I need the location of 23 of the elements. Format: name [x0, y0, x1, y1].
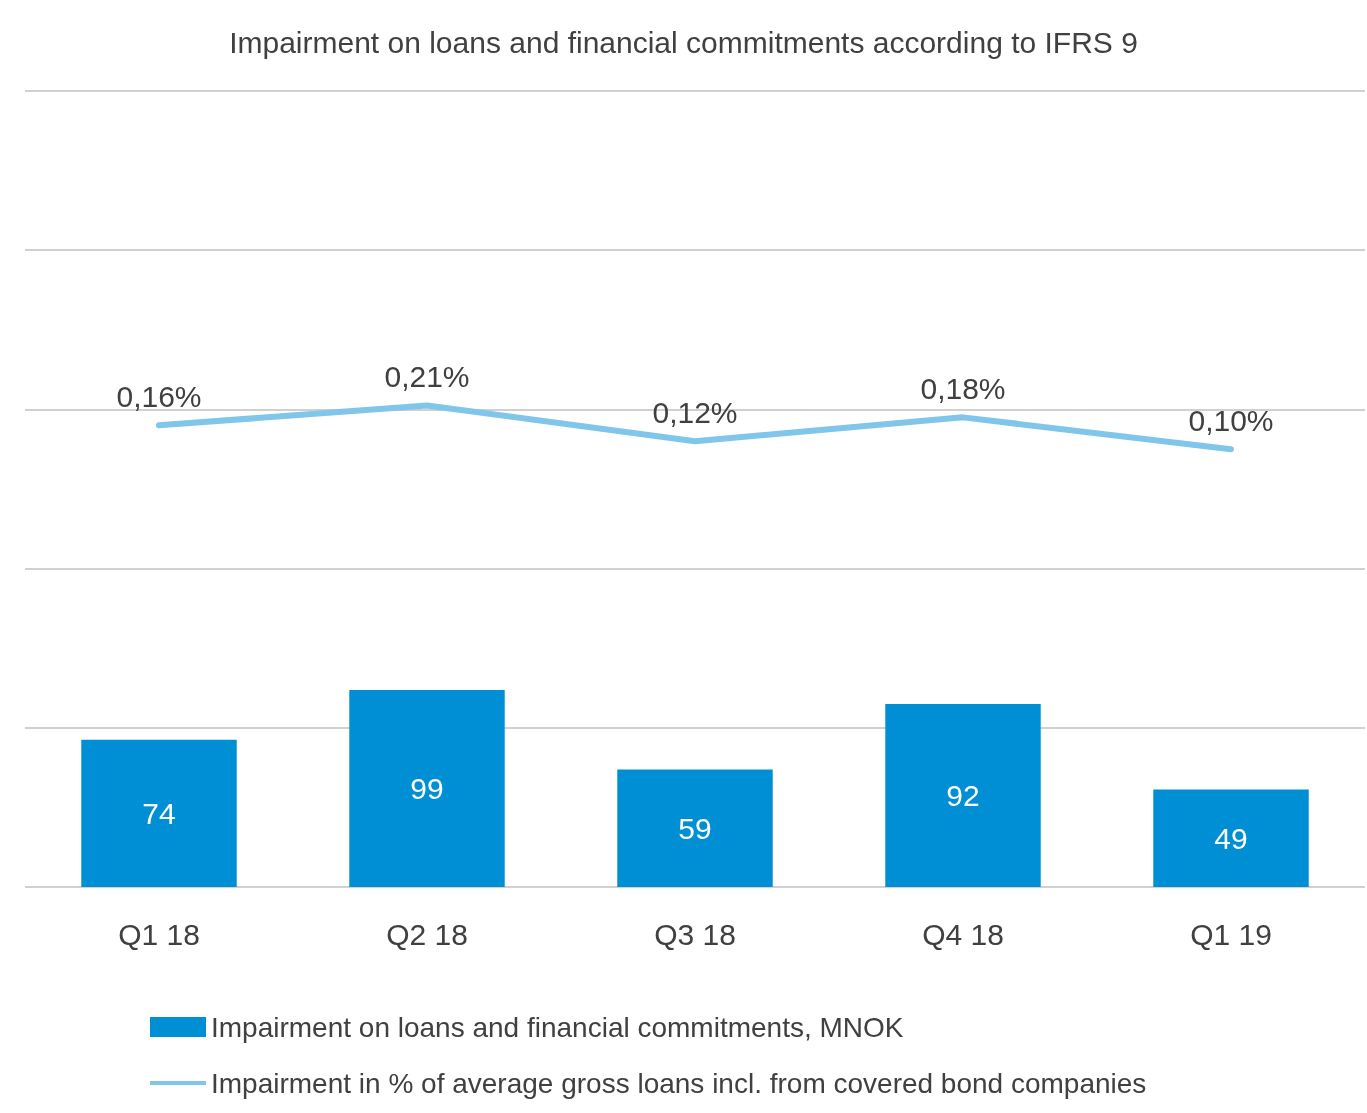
- bar: [617, 769, 773, 887]
- data-label: 0,16%: [116, 379, 202, 413]
- legend-label: Impairment in % of average gross loans incl. from covered bond companies: [211, 1067, 1147, 1099]
- data-label: 0,21%: [384, 359, 470, 393]
- x-tick-label: Q1 18: [118, 917, 200, 951]
- bar: [349, 689, 505, 887]
- bar: [885, 703, 1041, 887]
- chart-title: Impairment on loans and financial commitments according to IFRS 9: [229, 25, 1138, 59]
- data-label: 0,10%: [1188, 403, 1274, 437]
- bar: [1153, 789, 1309, 887]
- x-tick-label: Q4 18: [922, 917, 1004, 951]
- data-label: 74: [142, 796, 176, 830]
- data-label: 59: [678, 811, 712, 845]
- data-label: 99: [410, 771, 444, 805]
- bar: [81, 739, 237, 887]
- x-tick-label: Q2 18: [386, 917, 468, 951]
- x-tick-label: Q1 19: [1190, 917, 1272, 951]
- legend-label: Impairment on loans and financial commitments, MNOK: [211, 1011, 904, 1043]
- data-label: 0,18%: [920, 371, 1006, 405]
- x-tick-label: Q3 18: [654, 917, 736, 951]
- data-label: 0,12%: [652, 395, 738, 429]
- data-label: 49: [1214, 821, 1248, 855]
- data-label: 92: [946, 778, 980, 812]
